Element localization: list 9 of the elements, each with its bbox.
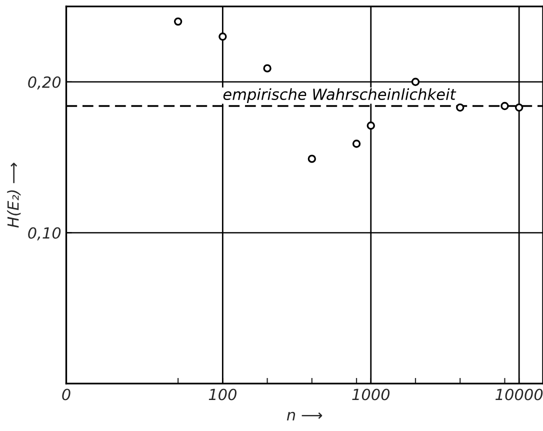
x-axis-title: n ⟶ (286, 412, 322, 420)
y-axis-title: H(E₂) ⟶ (7, 162, 21, 228)
x-tick-label: 100 (208, 388, 236, 400)
x-tick-label: 0 (62, 388, 70, 400)
y-tick-label: 0,20 (28, 76, 61, 90)
ref-line-label: empirische Wahrscheinlichkeit (223, 88, 456, 104)
x-tick-label: 1000 (352, 388, 390, 400)
x-tick-label: 10000 (496, 388, 543, 400)
y-tick-label: 0,10 (28, 227, 61, 240)
